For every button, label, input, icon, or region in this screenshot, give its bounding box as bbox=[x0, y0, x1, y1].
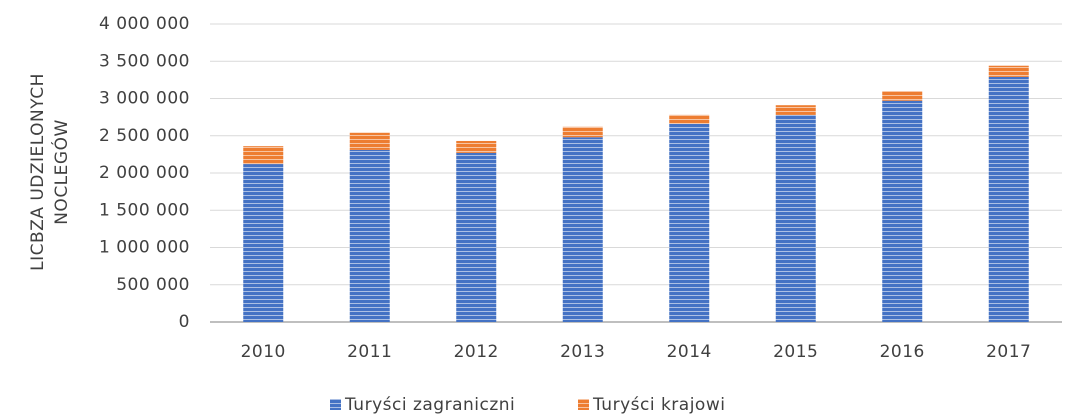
bar-segment bbox=[456, 152, 497, 322]
bar-segment bbox=[882, 91, 923, 101]
y-tick-label: 3 000 000 bbox=[99, 89, 190, 109]
legend-swatch bbox=[578, 399, 589, 410]
x-tick-label: 2014 bbox=[667, 342, 712, 362]
y-tick-label: 1 000 000 bbox=[99, 238, 190, 258]
x-tick-label: 2013 bbox=[560, 342, 605, 362]
bar-segment bbox=[562, 126, 603, 138]
y-axis-label: LICBZA UDZIELONYCH bbox=[28, 73, 48, 271]
bar-segment bbox=[349, 132, 390, 150]
x-tick-label: 2015 bbox=[773, 342, 818, 362]
bar-segment bbox=[243, 146, 284, 165]
y-tick-label: 4 000 000 bbox=[99, 14, 190, 34]
y-tick-label: 2 500 000 bbox=[99, 126, 190, 146]
x-tick-label: 2016 bbox=[880, 342, 925, 362]
x-tick-label: 2012 bbox=[454, 342, 499, 362]
bar-segment bbox=[349, 149, 390, 322]
x-tick-label: 2010 bbox=[241, 342, 286, 362]
y-tick-label: 500 000 bbox=[116, 275, 190, 295]
y-tick-label: 3 500 000 bbox=[99, 51, 190, 71]
bar-segment bbox=[669, 114, 710, 124]
bar-segment bbox=[456, 140, 497, 153]
bar-segment bbox=[775, 114, 816, 322]
legend-label: Turyści zagraniczni bbox=[344, 395, 515, 415]
y-tick-label: 2 000 000 bbox=[99, 163, 190, 183]
bar-segment bbox=[775, 105, 816, 115]
bar-segment bbox=[988, 65, 1029, 77]
bar-segment bbox=[562, 137, 603, 322]
legend-swatch bbox=[330, 399, 341, 410]
legend-label: Turyści krajowi bbox=[592, 395, 725, 415]
bar-segment bbox=[988, 76, 1029, 323]
x-tick-label: 2011 bbox=[347, 342, 392, 362]
y-tick-label: 1 500 000 bbox=[99, 200, 190, 220]
bar-segment bbox=[243, 164, 284, 322]
bar-segment bbox=[882, 100, 923, 322]
x-tick-label: 2017 bbox=[986, 342, 1031, 362]
y-axis-label: NOCLEGÓW bbox=[50, 119, 72, 225]
bar-segment bbox=[669, 123, 710, 322]
y-tick-label: 0 bbox=[179, 312, 190, 332]
